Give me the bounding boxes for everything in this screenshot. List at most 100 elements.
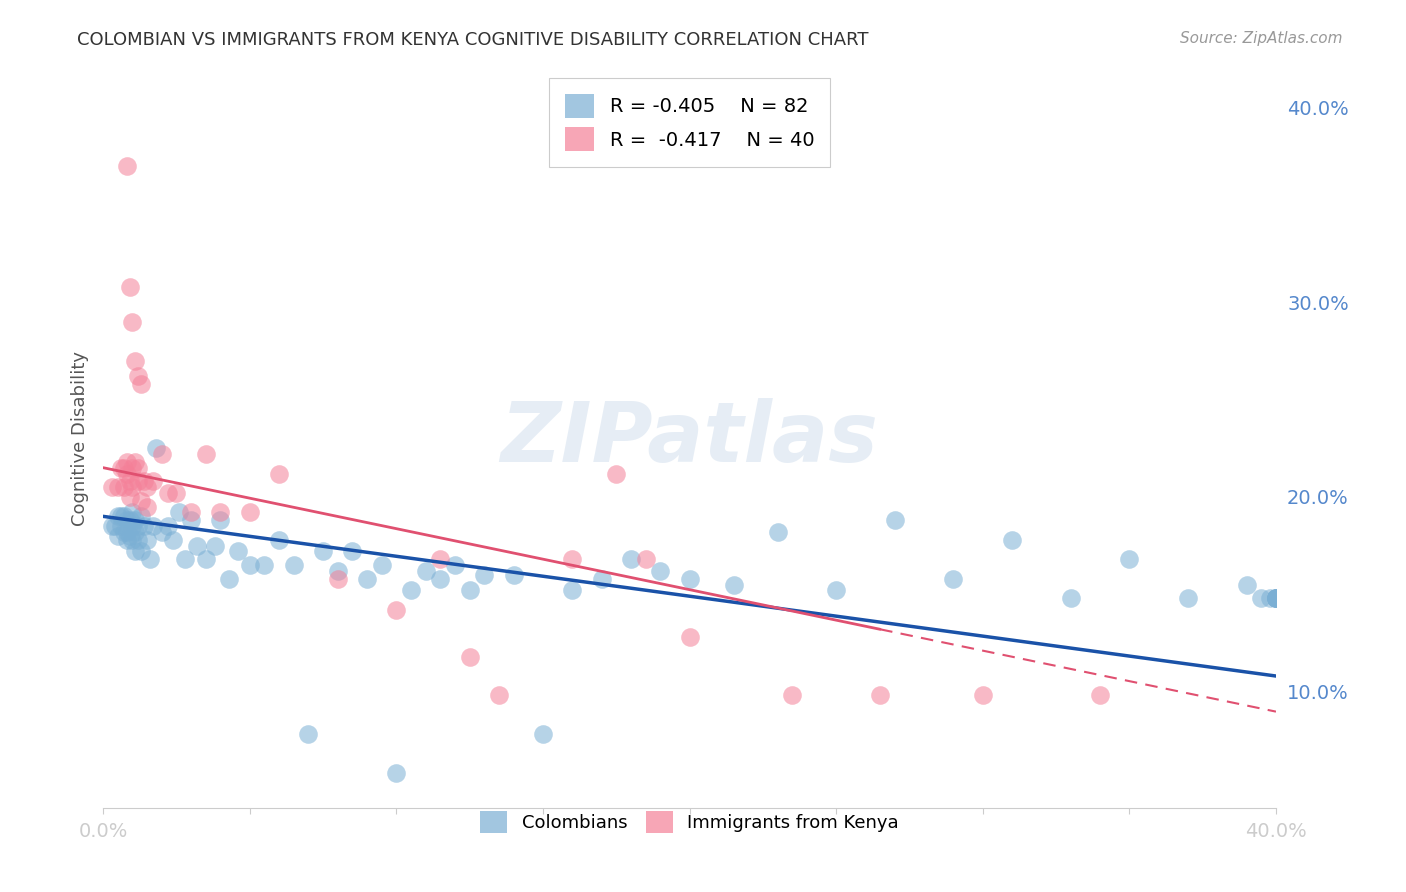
Text: Source: ZipAtlas.com: Source: ZipAtlas.com (1180, 31, 1343, 46)
Point (1265, 591, 1288, 606)
Point (134, 475, 156, 489)
Point (139, 552, 162, 566)
Point (1265, 591, 1288, 606)
Point (1265, 591, 1288, 606)
Point (634, 552, 657, 566)
Point (186, 539, 208, 553)
Point (561, 552, 583, 566)
Point (124, 544, 146, 558)
Point (267, 533, 290, 547)
Point (650, 564, 672, 578)
Point (1118, 552, 1140, 566)
Point (1265, 591, 1288, 606)
Point (194, 552, 217, 566)
Legend: Colombians, Immigrants from Kenya: Colombians, Immigrants from Kenya (474, 804, 905, 840)
Point (869, 689, 891, 703)
Point (561, 583, 583, 598)
Point (129, 493, 152, 508)
Point (766, 524, 789, 539)
Point (415, 564, 437, 578)
Point (1001, 533, 1024, 547)
Point (101, 519, 124, 533)
Point (723, 577, 745, 591)
Point (1250, 591, 1272, 606)
Point (385, 766, 408, 780)
Point (134, 519, 156, 533)
Point (1236, 577, 1258, 591)
Point (110, 519, 132, 533)
Point (127, 533, 149, 547)
Point (142, 475, 165, 489)
Point (942, 572, 965, 586)
Point (110, 460, 132, 475)
Point (429, 572, 451, 586)
Point (150, 447, 173, 461)
Point (458, 583, 481, 598)
Point (112, 460, 135, 475)
Point (115, 533, 138, 547)
Point (780, 689, 803, 703)
Point (115, 524, 138, 539)
Point (326, 572, 349, 586)
Point (180, 513, 202, 527)
Point (399, 583, 422, 598)
Point (115, 455, 138, 469)
Point (150, 524, 173, 539)
Point (385, 603, 408, 617)
Point (204, 539, 226, 553)
Point (124, 353, 146, 368)
Point (194, 447, 217, 461)
Point (209, 513, 232, 527)
Point (156, 486, 179, 500)
Point (121, 519, 143, 533)
Point (239, 558, 262, 572)
Point (370, 558, 392, 572)
Point (472, 567, 495, 582)
Point (115, 467, 138, 481)
Point (165, 486, 187, 500)
Point (488, 689, 510, 703)
Point (121, 315, 143, 329)
Point (239, 506, 262, 520)
Point (121, 533, 143, 547)
Point (136, 500, 159, 514)
Point (129, 509, 152, 524)
Point (112, 524, 135, 539)
Point (312, 544, 335, 558)
Point (107, 529, 129, 543)
Text: ZIPatlas: ZIPatlas (501, 398, 879, 479)
Point (124, 455, 146, 469)
Point (118, 529, 141, 543)
Point (169, 506, 191, 520)
Point (118, 513, 141, 527)
Point (972, 689, 994, 703)
Point (127, 460, 149, 475)
Text: COLOMBIAN VS IMMIGRANTS FROM KENYA COGNITIVE DISABILITY CORRELATION CHART: COLOMBIAN VS IMMIGRANTS FROM KENYA COGNI… (77, 31, 869, 49)
Point (429, 552, 451, 566)
Point (180, 506, 202, 520)
Point (1060, 591, 1083, 606)
Point (209, 506, 232, 520)
Point (101, 480, 124, 494)
Point (297, 727, 319, 741)
Point (129, 376, 152, 391)
Point (326, 564, 349, 578)
Point (112, 509, 135, 524)
Point (121, 506, 143, 520)
Point (678, 572, 700, 586)
Point (226, 544, 249, 558)
Point (162, 533, 184, 547)
Point (825, 583, 848, 598)
Point (1258, 591, 1281, 606)
Point (174, 552, 197, 566)
Point (620, 552, 643, 566)
Point (127, 369, 149, 384)
Point (531, 727, 554, 741)
Point (118, 279, 141, 293)
Point (118, 475, 141, 489)
Point (115, 513, 138, 527)
Point (591, 572, 613, 586)
Point (502, 567, 524, 582)
Point (1265, 591, 1288, 606)
Point (145, 441, 167, 455)
